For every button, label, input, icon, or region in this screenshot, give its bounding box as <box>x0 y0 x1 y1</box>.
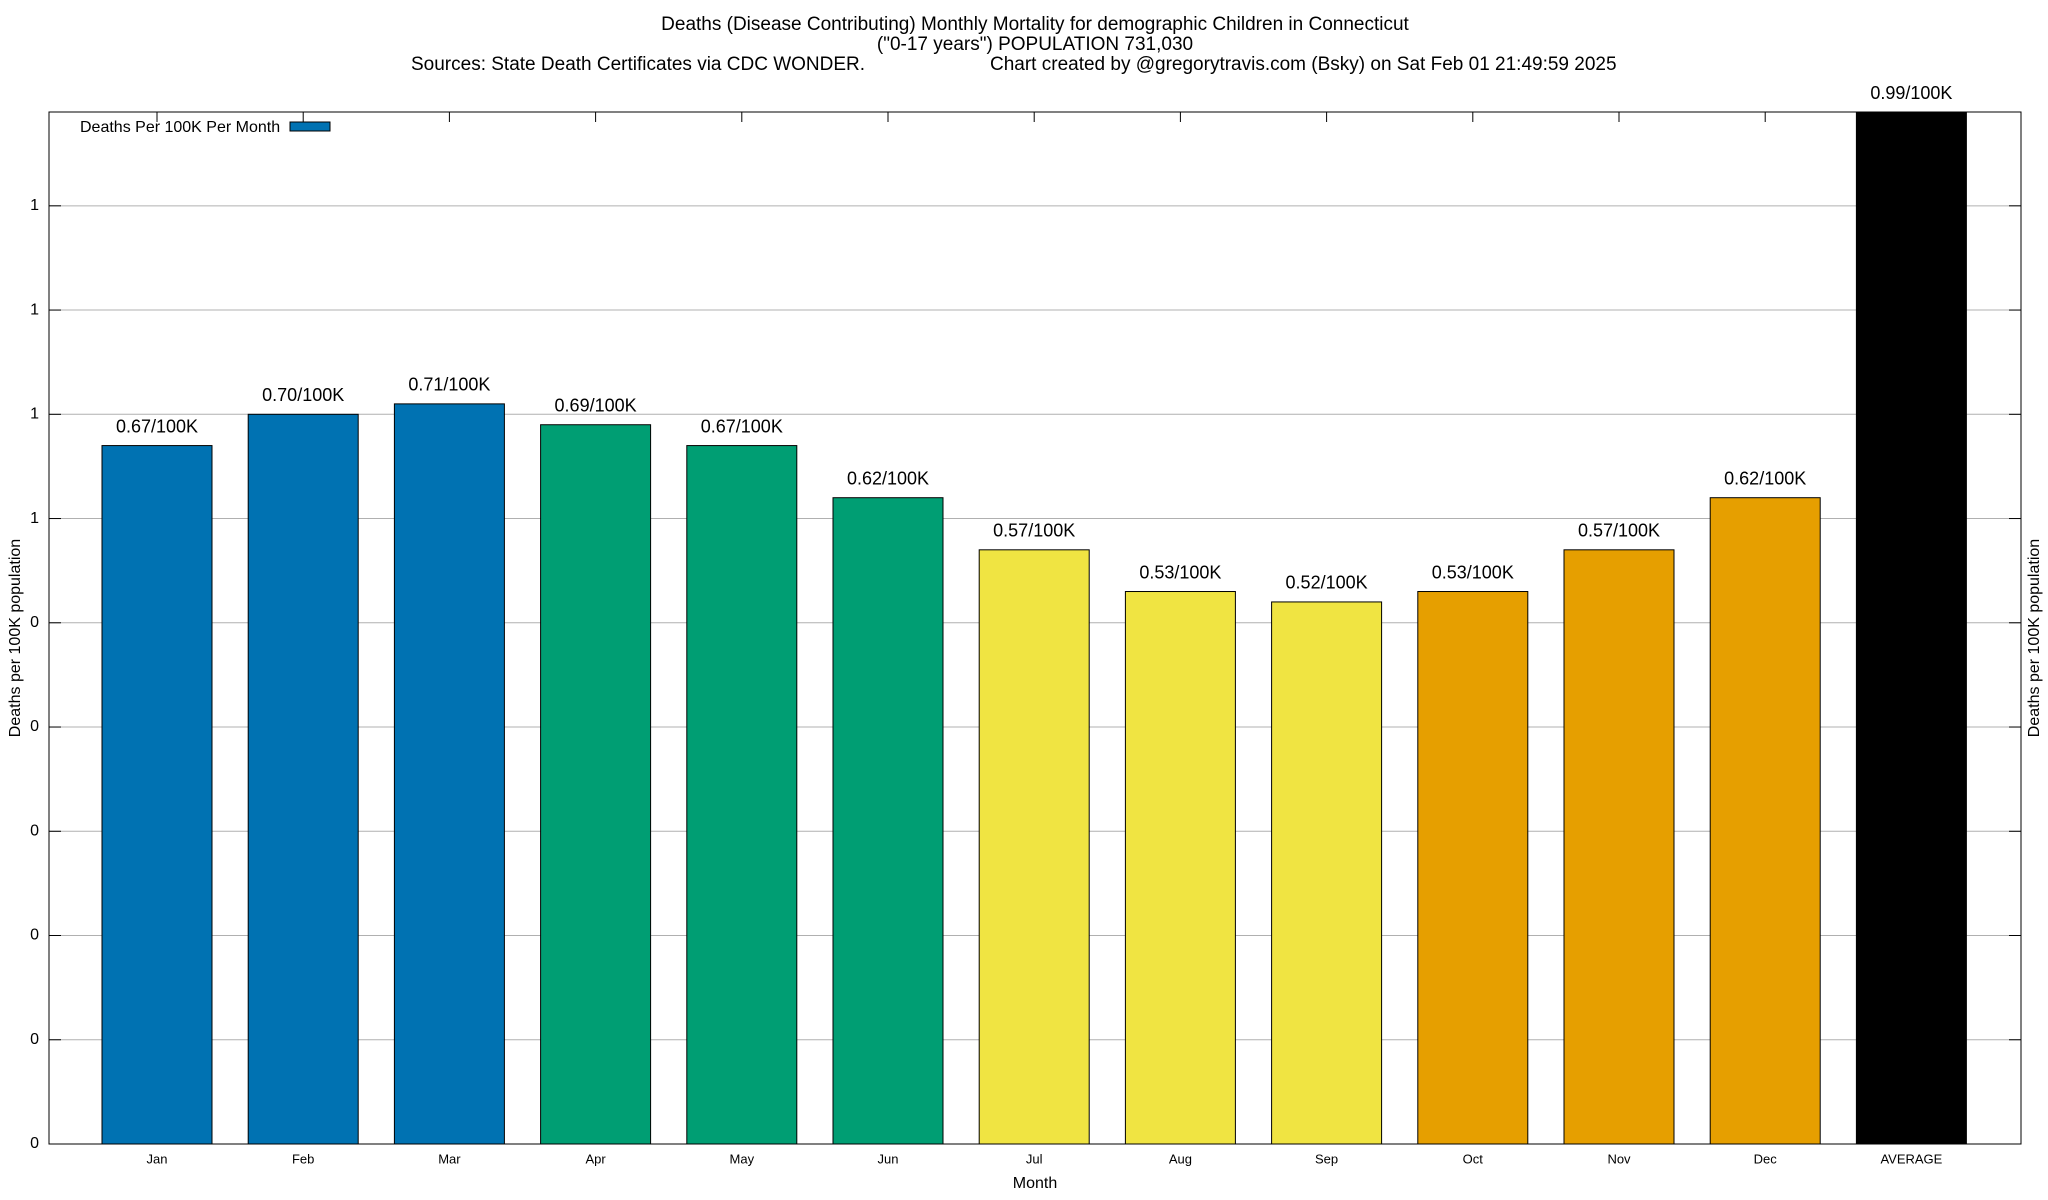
source-note: Sources: State Death Certificates via CD… <box>411 54 865 75</box>
y-tick-label: 1 <box>30 510 39 527</box>
chart-title: Deaths (Disease Contributing) Monthly Mo… <box>661 14 1409 35</box>
plot-frame <box>48 111 2022 1145</box>
y-tick-label: 0 <box>30 614 39 631</box>
x-tick-label: May <box>730 1151 755 1166</box>
y-tick-label: 0 <box>30 927 39 944</box>
data-label: 0.53/100K <box>1139 562 1221 582</box>
bar <box>540 424 652 1145</box>
data-label: 0.62/100K <box>1724 468 1806 488</box>
x-tick-label: Aug <box>1169 1151 1192 1166</box>
bar <box>978 549 1090 1145</box>
bar <box>1271 601 1383 1145</box>
legend-swatch <box>289 121 331 132</box>
x-tick-label: Nov <box>1607 1151 1631 1166</box>
bar <box>1124 591 1236 1145</box>
y-tick-label: 1 <box>30 301 39 318</box>
data-label: 0.67/100K <box>701 416 783 436</box>
data-label: 0.70/100K <box>262 385 344 405</box>
x-axis-label: Month <box>1013 1175 1057 1192</box>
data-label: 0.57/100K <box>1578 521 1660 541</box>
bar <box>393 403 505 1145</box>
x-tick-label: Jun <box>878 1151 899 1166</box>
x-tick-label: Mar <box>438 1151 461 1166</box>
bar <box>1563 549 1675 1145</box>
bar <box>1417 591 1529 1145</box>
bar <box>247 413 359 1145</box>
credit-note: Chart created by @gregorytravis.com (Bsk… <box>990 54 1617 75</box>
data-label: 0.57/100K <box>993 521 1075 541</box>
bar <box>686 445 798 1145</box>
bar <box>1709 497 1821 1145</box>
bar <box>1855 111 1967 1145</box>
data-label: 0.52/100K <box>1286 573 1368 593</box>
y-tick-label: 1 <box>30 406 39 423</box>
data-label: 0.69/100K <box>555 395 637 415</box>
legend-label: Deaths Per 100K Per Month <box>80 119 280 136</box>
bar <box>101 445 213 1145</box>
y-tick-label: 0 <box>30 1135 39 1152</box>
x-tick-label: Jan <box>147 1151 168 1166</box>
y-tick-label: 0 <box>30 1031 39 1048</box>
chart-subtitle: ("0-17 years") POPULATION 731,030 <box>877 34 1193 55</box>
x-tick-label: Sep <box>1315 1151 1338 1166</box>
data-label: 0.53/100K <box>1432 562 1514 582</box>
data-label: 0.99/100K <box>1870 83 1952 103</box>
x-tick-label: AVERAGE <box>1880 1151 1942 1166</box>
x-tick-label: Dec <box>1754 1151 1778 1166</box>
data-label: 0.62/100K <box>847 468 929 488</box>
x-tick-label: Feb <box>292 1151 314 1166</box>
data-label: 0.67/100K <box>116 416 198 436</box>
data-label: 0.71/100K <box>408 375 490 395</box>
y-tick-label: 0 <box>30 718 39 735</box>
y-axis-label: Deaths per 100K population <box>7 539 24 737</box>
x-tick-label: Apr <box>585 1151 606 1166</box>
bar <box>832 497 944 1145</box>
y-tick-label: 0 <box>30 822 39 839</box>
y-tick-label: 1 <box>30 197 39 214</box>
y2-axis-label: Deaths per 100K population <box>2026 539 2043 737</box>
x-tick-label: Oct <box>1463 1151 1484 1166</box>
x-tick-label: Jul <box>1026 1151 1043 1166</box>
